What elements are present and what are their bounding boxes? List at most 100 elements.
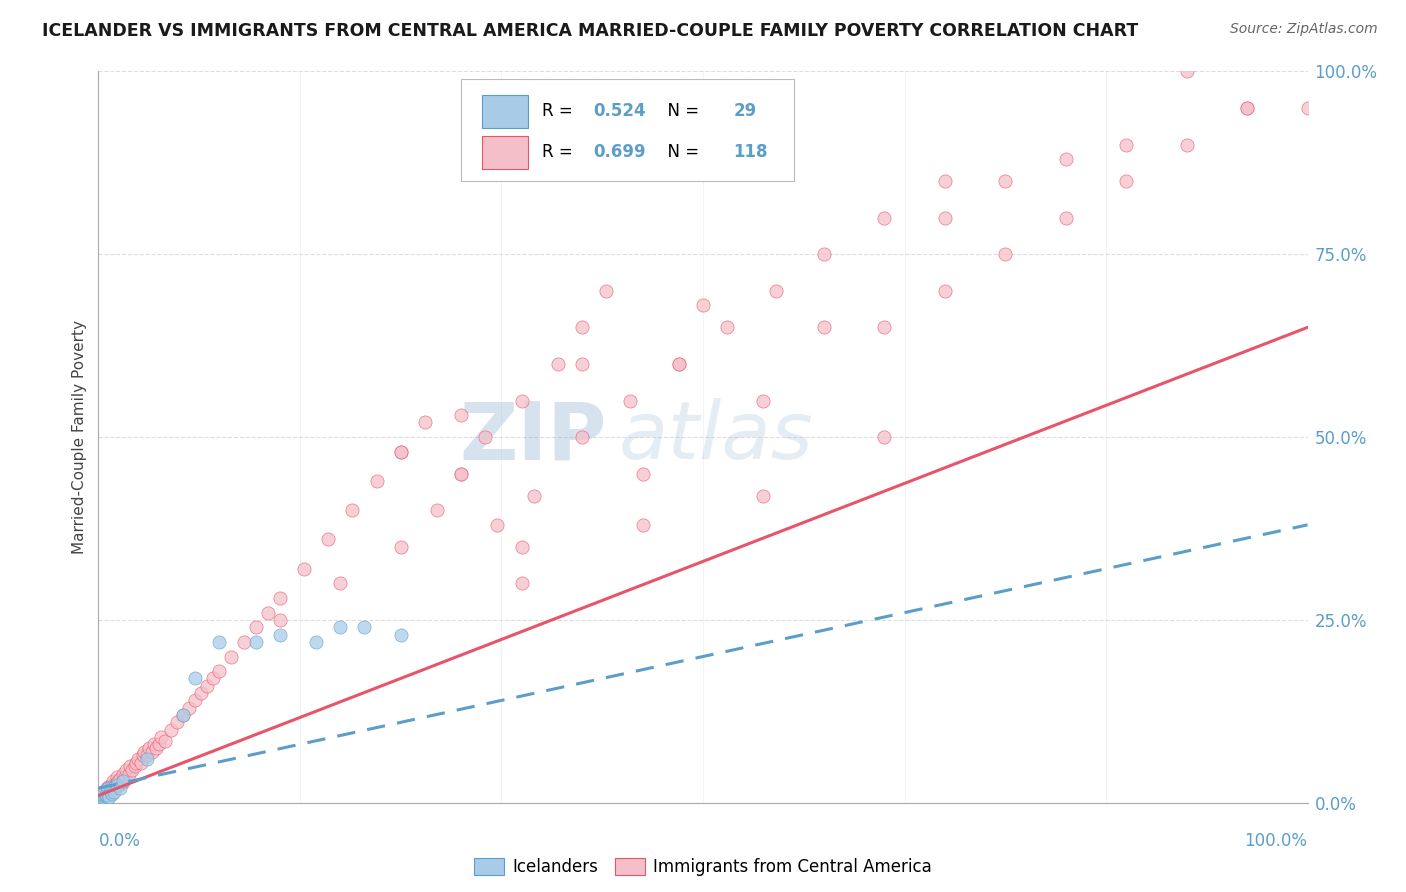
Point [523, 489, 546, 503]
Point [486, 517, 509, 532]
Point [97, 789, 120, 803]
Point [631, 517, 654, 532]
Point [90, 789, 112, 803]
Point [813, 247, 835, 261]
Point [118, 766, 141, 780]
Point [91, 789, 114, 804]
Point [631, 467, 654, 481]
Point [1175, 137, 1198, 152]
Text: N =: N = [657, 143, 704, 161]
Point [90, 792, 112, 806]
Point [101, 780, 124, 794]
Text: ICELANDER VS IMMIGRANTS FROM CENTRAL AMERICA MARRIED-COUPLE FAMILY POVERTY CORRE: ICELANDER VS IMMIGRANTS FROM CENTRAL AME… [42, 22, 1139, 40]
Point [245, 635, 267, 649]
Point [100, 785, 122, 799]
Point [103, 785, 125, 799]
Point [91, 789, 114, 803]
Point [813, 320, 835, 334]
Point [305, 635, 328, 649]
Point [1236, 101, 1258, 115]
Point [91, 789, 114, 803]
Point [98, 789, 121, 804]
Point [97, 781, 120, 796]
Point [571, 430, 593, 444]
Point [111, 766, 134, 780]
Text: 29: 29 [734, 102, 756, 120]
Point [1115, 137, 1137, 152]
Point [100, 778, 122, 792]
Point [104, 781, 127, 796]
Point [93, 785, 115, 799]
Point [94, 782, 117, 797]
Text: 118: 118 [734, 143, 768, 161]
Point [96, 787, 118, 801]
Text: 100.0%: 100.0% [1244, 832, 1308, 850]
Point [105, 775, 128, 789]
Point [96, 781, 118, 796]
Point [316, 533, 339, 547]
Point [873, 430, 896, 444]
Point [873, 211, 896, 225]
Text: 0.524: 0.524 [593, 102, 645, 120]
Point [366, 474, 388, 488]
Point [692, 298, 714, 312]
Point [135, 748, 157, 763]
Point [450, 467, 472, 481]
Point [91, 791, 114, 805]
Point [134, 745, 156, 759]
Point [474, 430, 496, 444]
Point [269, 613, 291, 627]
Point [98, 787, 121, 801]
Point [93, 787, 115, 801]
Point [111, 773, 134, 788]
Y-axis label: Married-Couple Family Poverty: Married-Couple Family Poverty [72, 320, 87, 554]
Point [132, 748, 155, 763]
Point [389, 540, 412, 554]
Point [153, 733, 176, 747]
Point [108, 781, 131, 796]
Point [89, 792, 111, 806]
Point [934, 284, 956, 298]
Point [93, 789, 115, 804]
Point [269, 591, 291, 605]
Point [353, 620, 375, 634]
Point [107, 773, 129, 788]
Point [101, 781, 124, 796]
Point [160, 723, 183, 737]
Text: 0.699: 0.699 [593, 143, 645, 161]
Point [166, 715, 188, 730]
Point [426, 503, 449, 517]
Point [118, 759, 141, 773]
Point [138, 740, 160, 755]
Point [111, 775, 134, 789]
Text: Source: ZipAtlas.com: Source: ZipAtlas.com [1230, 22, 1378, 37]
Point [100, 785, 122, 799]
Point [150, 730, 173, 744]
Point [124, 759, 146, 773]
Text: atlas: atlas [619, 398, 813, 476]
Point [413, 416, 436, 430]
Point [148, 737, 170, 751]
Point [135, 752, 157, 766]
Text: N =: N = [657, 102, 704, 120]
Point [100, 782, 122, 797]
Point [619, 393, 641, 408]
FancyBboxPatch shape [461, 78, 793, 181]
Text: 0.0%: 0.0% [98, 832, 141, 850]
Point [994, 247, 1017, 261]
Point [389, 444, 412, 458]
Point [105, 770, 128, 784]
Point [115, 763, 138, 777]
Point [179, 700, 201, 714]
Point [668, 357, 690, 371]
Point [571, 357, 593, 371]
Point [103, 778, 125, 792]
Point [1054, 211, 1077, 225]
FancyBboxPatch shape [482, 95, 527, 128]
Point [94, 789, 117, 803]
Point [1236, 101, 1258, 115]
Point [1115, 174, 1137, 188]
Point [571, 320, 593, 334]
Point [184, 672, 207, 686]
Point [547, 357, 569, 371]
